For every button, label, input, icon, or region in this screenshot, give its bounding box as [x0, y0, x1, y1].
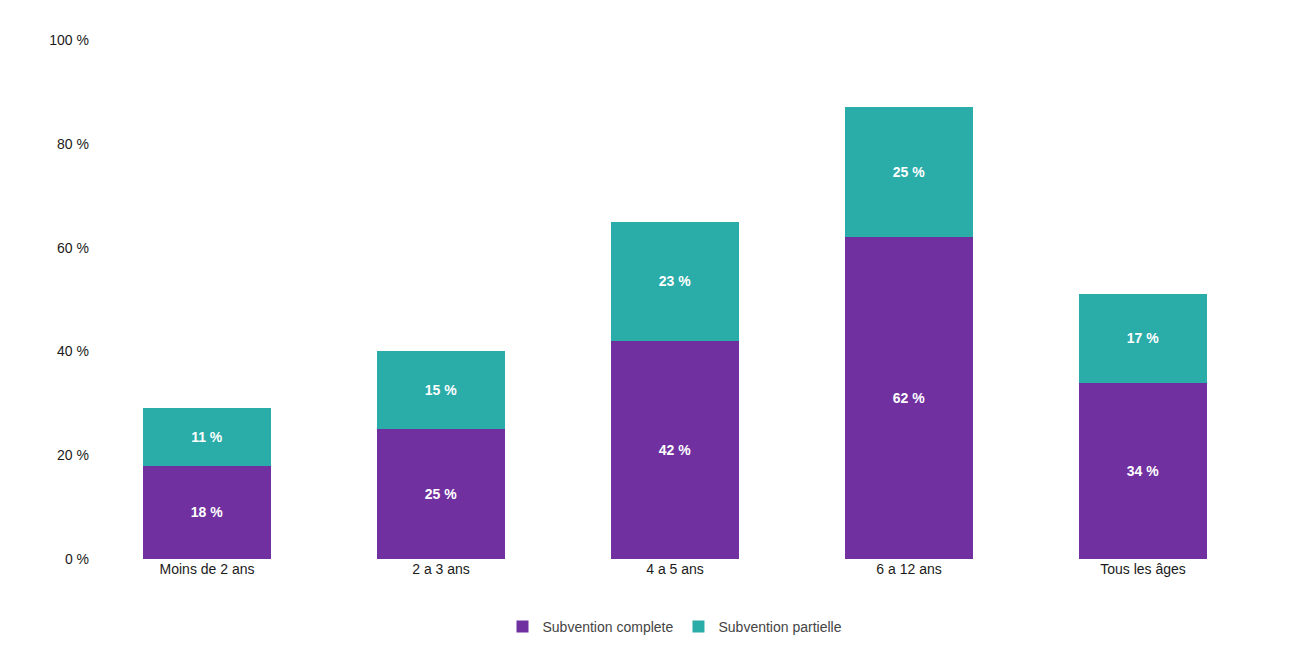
svg-text:60 %: 60 % — [57, 240, 89, 256]
svg-text:80 %: 80 % — [57, 136, 89, 152]
svg-text:4 a 5 ans: 4 a 5 ans — [646, 561, 704, 577]
svg-text:17 %: 17 % — [1127, 330, 1159, 346]
svg-text:62 %: 62 % — [893, 390, 925, 406]
svg-text:42 %: 42 % — [659, 442, 691, 458]
svg-text:11 %: 11 % — [191, 429, 223, 445]
svg-text:0 %: 0 % — [65, 551, 89, 567]
svg-text:20 %: 20 % — [57, 447, 89, 463]
svg-text:23 %: 23 % — [659, 273, 691, 289]
svg-text:Tous les âges: Tous les âges — [1100, 561, 1186, 577]
svg-text:25 %: 25 % — [425, 486, 457, 502]
svg-text:34 %: 34 % — [1127, 463, 1159, 479]
svg-text:18 %: 18 % — [191, 504, 223, 520]
svg-text:Subvention partielle: Subvention partielle — [718, 619, 841, 635]
svg-text:6 a 12 ans: 6 a 12 ans — [876, 561, 941, 577]
svg-text:Subvention complete: Subvention complete — [543, 619, 674, 635]
svg-text:15 %: 15 % — [425, 382, 457, 398]
svg-text:25 %: 25 % — [893, 164, 925, 180]
svg-text:Moins de 2 ans: Moins de 2 ans — [160, 561, 255, 577]
svg-text:100 %: 100 % — [49, 32, 89, 48]
svg-text:2 a 3 ans: 2 a 3 ans — [412, 561, 470, 577]
svg-text:40 %: 40 % — [57, 343, 89, 359]
